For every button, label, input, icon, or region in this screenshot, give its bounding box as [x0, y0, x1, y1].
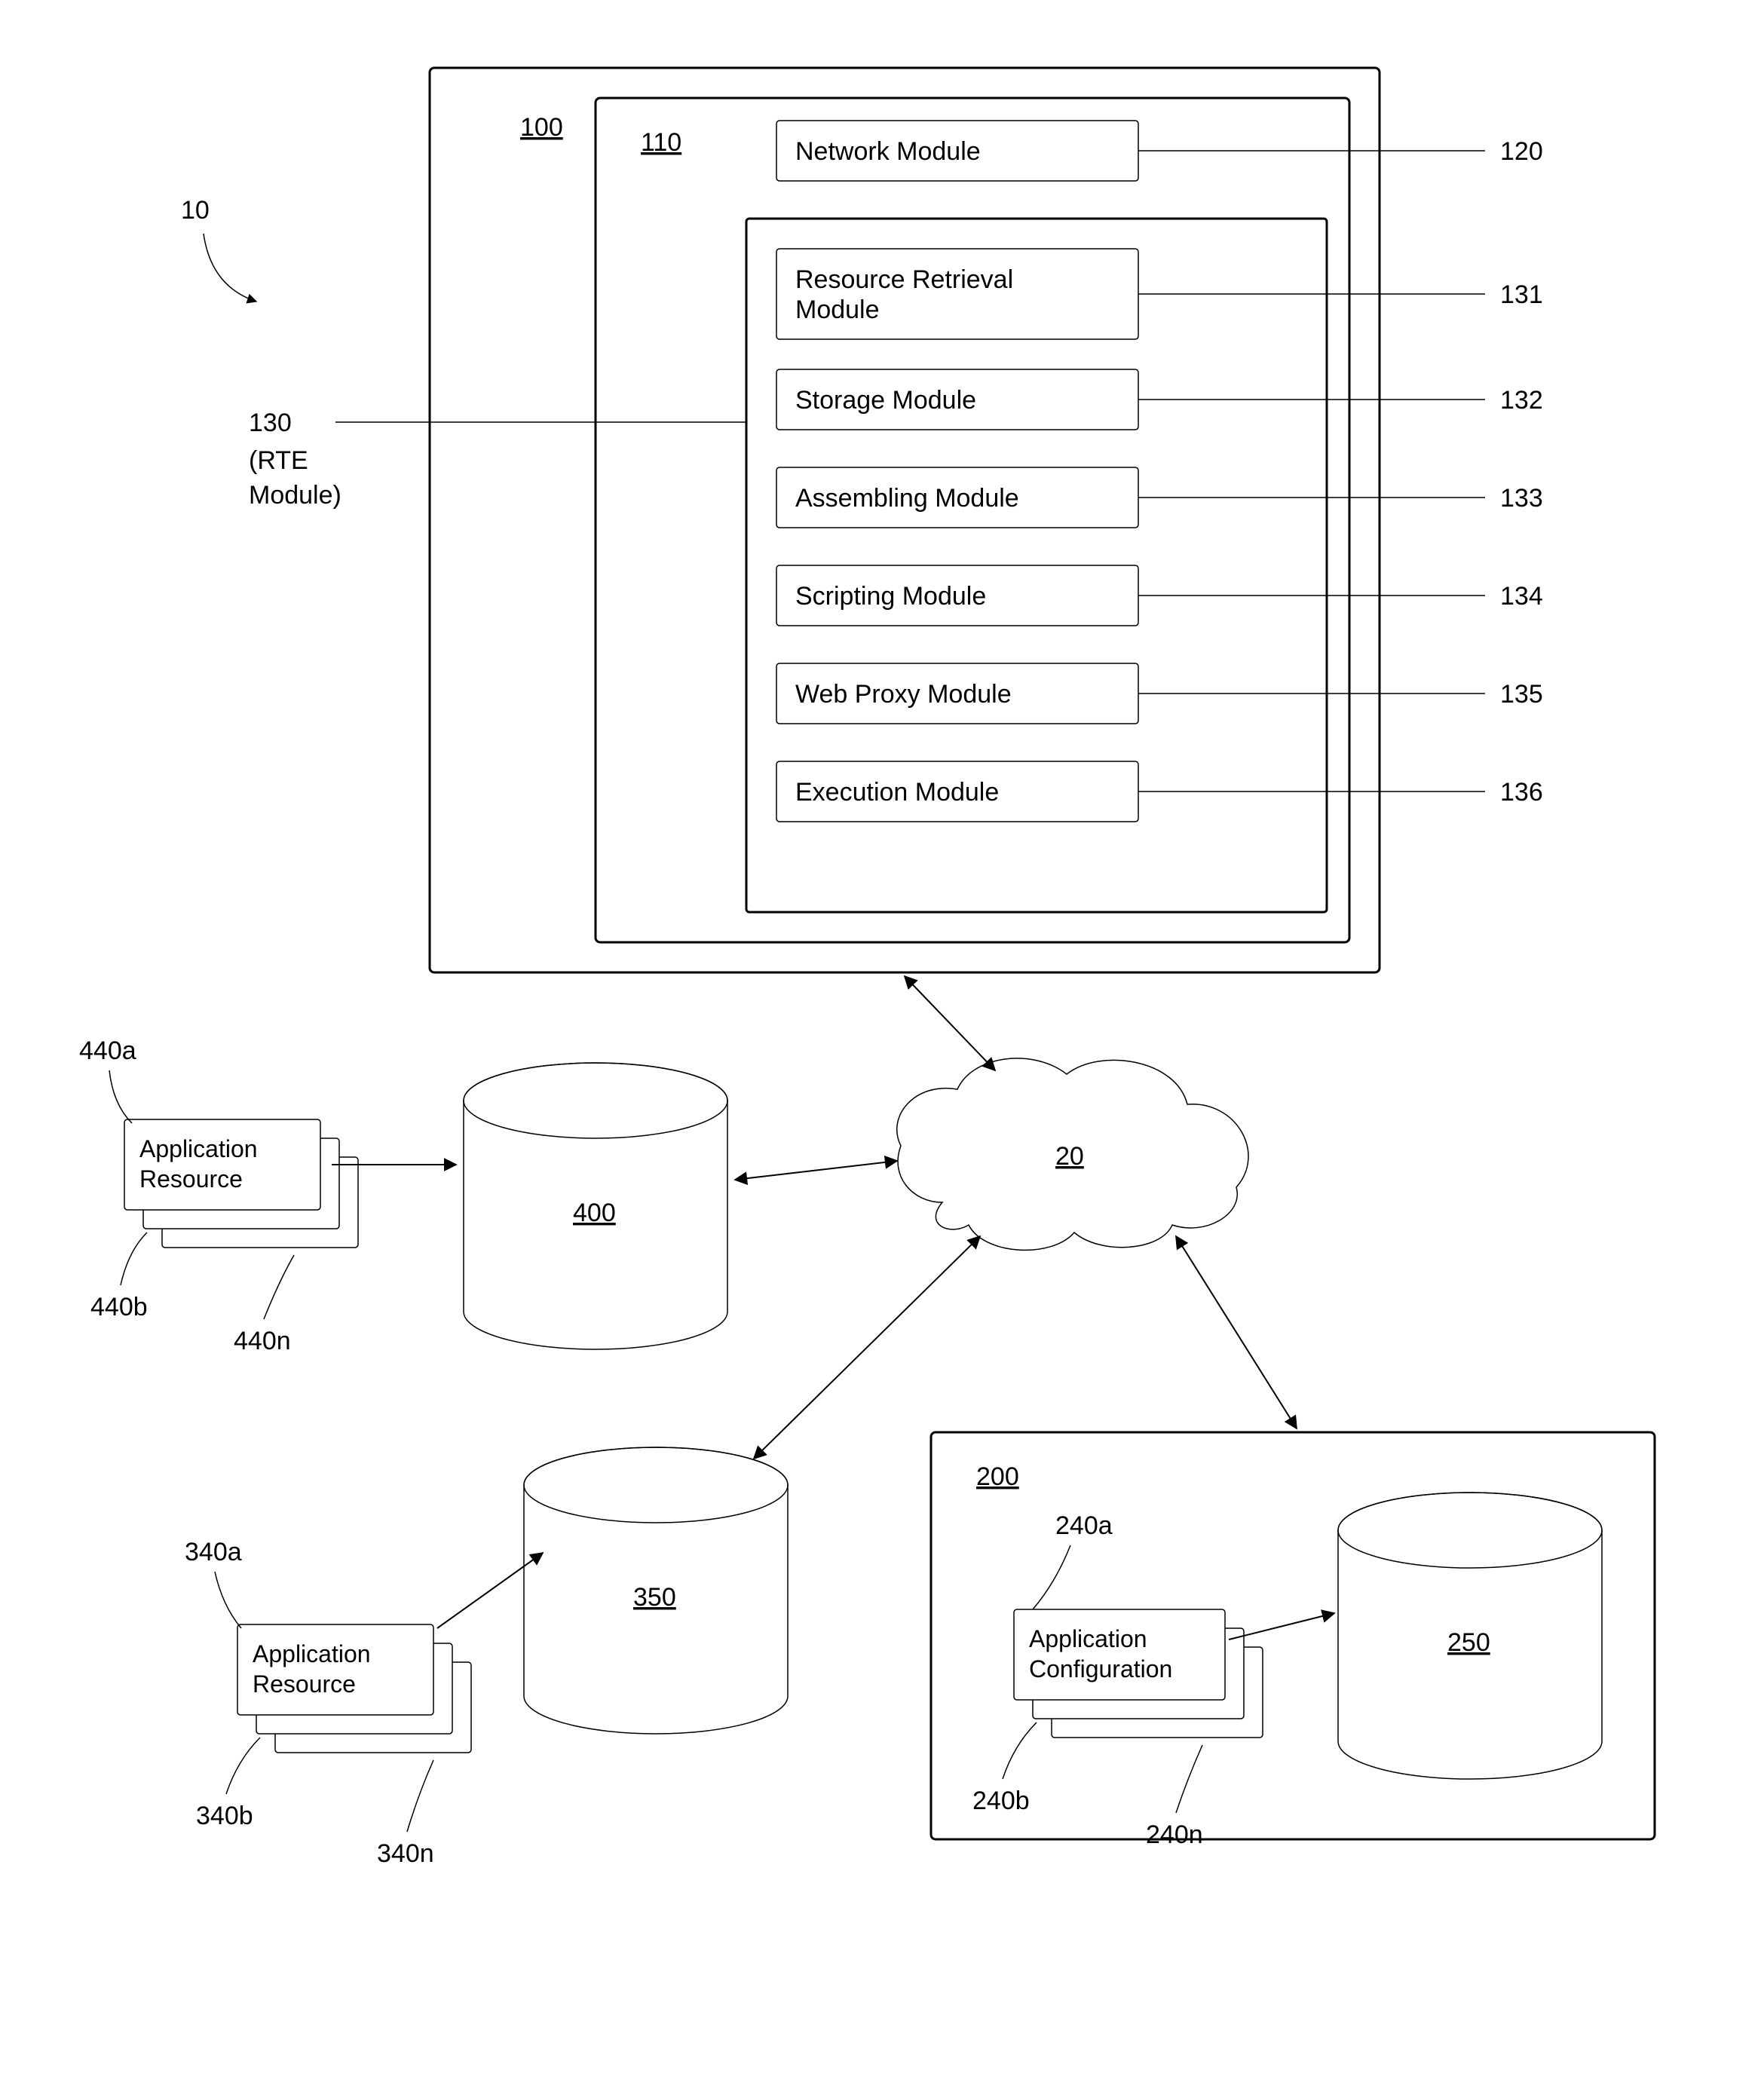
stack-340-l2: Resource [253, 1670, 356, 1698]
ref-100: 100 [520, 113, 563, 142]
arrow-cloud-350 [754, 1236, 980, 1459]
ref-136: 136 [1500, 778, 1543, 807]
ref-340n: 340n [377, 1839, 434, 1868]
module-131-box [776, 249, 1138, 339]
ref-400: 400 [573, 1199, 616, 1227]
leader-340a [215, 1572, 241, 1628]
leader-440b [121, 1232, 147, 1285]
ref-250: 250 [1447, 1628, 1490, 1657]
ref-240n: 240n [1146, 1820, 1203, 1849]
module-133-l1: Assembling Module [795, 484, 1019, 513]
stack-240-l2: Configuration [1029, 1655, 1172, 1683]
stack-240-front [1014, 1609, 1225, 1700]
stack-440-l2: Resource [139, 1165, 243, 1193]
stack-340-l1: Application [253, 1640, 371, 1667]
ref-440b: 440b [90, 1293, 148, 1321]
ref-200: 200 [976, 1462, 1019, 1491]
arrow-cloud-400 [735, 1161, 897, 1180]
ref-20: 20 [1055, 1142, 1084, 1171]
ref-110: 110 [641, 128, 681, 157]
ref-135: 135 [1500, 680, 1543, 709]
module-132-l1: Storage Module [795, 386, 976, 415]
module-136-l1: Execution Module [795, 778, 999, 807]
rte-caption-1: (RTE [249, 446, 308, 475]
ref-131: 131 [1500, 280, 1543, 309]
rte-caption-2: Module) [249, 481, 341, 510]
network-module-label: Network Module [795, 137, 981, 166]
arrow-100-cloud [905, 976, 995, 1070]
leader-340n [407, 1760, 433, 1832]
arrow-cloud-200 [1176, 1236, 1297, 1428]
module-134-l1: Scripting Module [795, 582, 986, 611]
pointer-10 [204, 234, 256, 302]
ref-240a: 240a [1055, 1511, 1113, 1540]
module-131-l1: Resource Retrieval [795, 265, 1013, 294]
ref-340a: 340a [185, 1538, 242, 1566]
ref-134: 134 [1500, 582, 1543, 611]
stack-340-front [237, 1624, 433, 1715]
ref-240b: 240b [972, 1787, 1030, 1815]
module-131-l2: Module [795, 295, 880, 324]
stack-240-l1: Application [1029, 1625, 1147, 1652]
leader-340b [226, 1738, 260, 1794]
leader-440n [264, 1255, 294, 1319]
ref-340b: 340b [196, 1802, 253, 1830]
ref-440a: 440a [79, 1036, 136, 1065]
ref-120: 120 [1500, 137, 1543, 166]
ref-350: 350 [633, 1583, 676, 1612]
stack-440-l1: Application [139, 1135, 258, 1162]
stack-440-front [124, 1119, 320, 1210]
ref-130: 130 [249, 409, 292, 437]
ref-132: 132 [1500, 386, 1543, 415]
ref-440n: 440n [234, 1327, 291, 1355]
ref-10: 10 [181, 196, 210, 225]
ref-133: 133 [1500, 484, 1543, 513]
leader-440a [109, 1070, 132, 1123]
module-135-l1: Web Proxy Module [795, 680, 1012, 709]
